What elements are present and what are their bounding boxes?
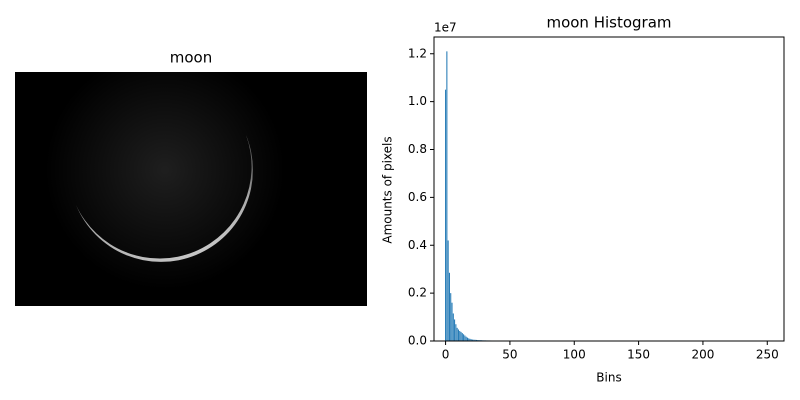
bar <box>461 333 463 341</box>
bar <box>468 338 470 341</box>
bar <box>473 339 475 341</box>
bar <box>445 89 447 342</box>
bar <box>446 51 448 341</box>
x-tick-label: 250 <box>756 348 779 362</box>
y-tick-label: 0.2 <box>408 286 427 300</box>
y-tick-label: 0.6 <box>408 190 427 204</box>
moon-image <box>15 72 367 306</box>
bar <box>451 302 453 341</box>
bar <box>448 272 450 341</box>
image-title: moon <box>170 49 212 67</box>
bar <box>457 329 459 341</box>
x-axis-label: Bins <box>596 371 621 385</box>
bar <box>472 339 474 341</box>
y-tick-label: 0.0 <box>408 334 427 348</box>
x-tick-label: 50 <box>502 348 517 362</box>
x-tick-label: 100 <box>563 348 586 362</box>
bar <box>454 319 456 341</box>
bar <box>474 339 476 341</box>
bar <box>455 324 457 341</box>
y-tick-label: 0.4 <box>408 238 427 252</box>
y-tick-label: 1.2 <box>408 46 427 60</box>
bar <box>470 339 472 341</box>
bar <box>459 330 461 341</box>
axes-frame <box>433 36 785 342</box>
bar <box>447 240 449 341</box>
bar <box>456 327 458 341</box>
bar <box>469 338 471 341</box>
bar <box>466 337 468 341</box>
y-tick-label: 1.0 <box>408 94 427 108</box>
bar <box>460 331 462 341</box>
bar <box>463 334 465 341</box>
x-tick-label: 150 <box>627 348 650 362</box>
x-tick-label: 0 <box>442 348 450 362</box>
chart-title: moon Histogram <box>546 14 671 32</box>
plot-area: 0 50 100 150 200 250 0.0 0.2 0.4 0.6 0.8 1.0 1.2 <box>408 46 779 361</box>
y-axis-label: Amounts of pixels <box>381 136 395 243</box>
x-tick-label: 200 <box>691 348 714 362</box>
bar <box>452 313 454 341</box>
bar <box>475 339 477 341</box>
bar <box>464 335 466 341</box>
bar <box>450 293 452 341</box>
y-offset-label: 1e7 <box>434 21 457 35</box>
y-tick-label: 0.8 <box>408 142 427 156</box>
bar <box>465 336 467 341</box>
